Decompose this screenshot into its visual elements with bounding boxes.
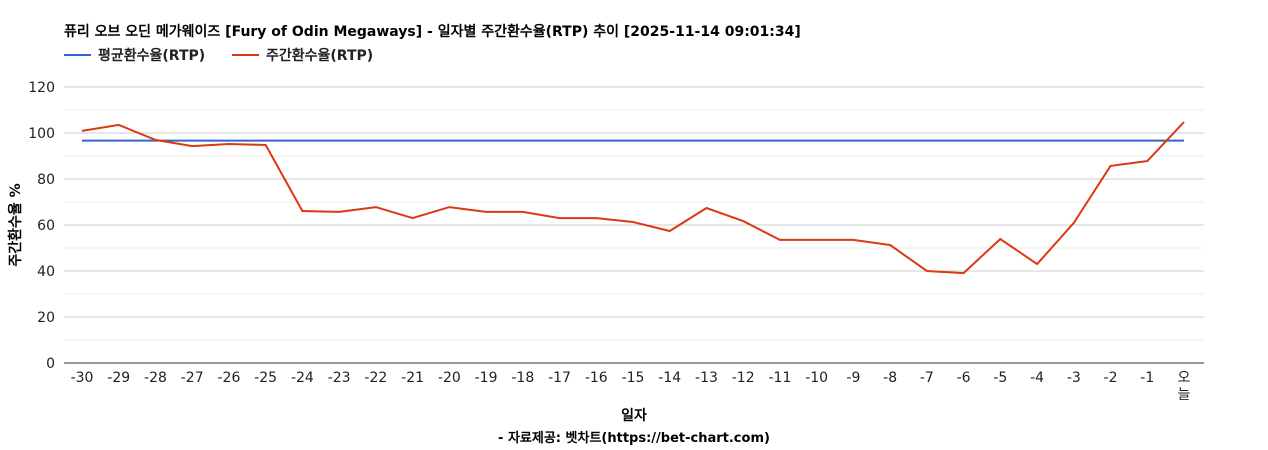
x-tick-label: -20 — [438, 370, 461, 386]
x-tick-label: -4 — [1030, 370, 1044, 386]
footer-credit: - 자료제공: 벳차트(https://bet-chart.com) — [498, 430, 770, 446]
x-tick-label: -15 — [622, 370, 645, 386]
x-tick-label: -5 — [993, 370, 1007, 386]
x-tick-label: -26 — [217, 370, 240, 386]
x-tick-label: 오 — [1178, 370, 1191, 386]
x-axis-title: 일자 — [621, 408, 647, 424]
chart-title: 퓨리 오브 오딘 메가웨이즈 [Fury of Odin Megaways] -… — [64, 23, 801, 40]
x-tick-label: -28 — [144, 370, 167, 386]
legend-label: 평균환수율(RTP) — [98, 47, 205, 64]
x-axis-ticks: -30 -29 -28 -27 -26 -25 -24 -23 -22 -21 -20 -19 -18-… — [71, 370, 1191, 403]
grid — [64, 86, 1204, 364]
x-tick-label: -21 — [401, 370, 424, 386]
y-tick-label: 20 — [37, 310, 55, 326]
x-tick-label: -6 — [957, 370, 971, 386]
x-tick-label: -2 — [1104, 370, 1118, 386]
x-tick-label: -30 — [71, 370, 94, 386]
y-tick-label: 80 — [37, 172, 55, 188]
x-tick-label: -23 — [328, 370, 351, 386]
x-tick-label: -12 — [732, 370, 755, 386]
x-tick-label: -10 — [805, 370, 828, 386]
legend: 평균환수율(RTP) 주간환수율(RTP) — [64, 47, 373, 64]
x-tick-label: -22 — [364, 370, 387, 386]
y-tick-label: 120 — [28, 80, 55, 96]
series-line-weekly-rtp — [81, 121, 1185, 275]
x-tick-label: -24 — [291, 370, 314, 386]
x-tick-label: -27 — [181, 370, 204, 386]
x-tick-label: -13 — [695, 370, 718, 386]
legend-label: 주간환수율(RTP) — [266, 47, 373, 64]
x-tick-label: -25 — [254, 370, 277, 386]
x-tick-label: -17 — [548, 370, 571, 386]
x-tick-label: -9 — [846, 370, 860, 386]
x-tick-label: -11 — [768, 370, 791, 386]
x-tick-label: -19 — [475, 370, 498, 386]
y-tick-label: 100 — [28, 126, 55, 142]
y-tick-label: 60 — [37, 218, 55, 234]
x-tick-label: -1 — [1140, 370, 1154, 386]
x-tick-label: -8 — [883, 370, 897, 386]
y-tick-label: 0 — [46, 356, 55, 372]
series-lines — [81, 121, 1185, 275]
x-tick-label: -29 — [107, 370, 130, 386]
y-axis-ticks: 0 20 40 60 80 100 120 — [28, 80, 55, 372]
x-tick-label: -16 — [585, 370, 608, 386]
x-tick-label: -14 — [658, 370, 681, 386]
x-tick-label: 늘 — [1178, 387, 1191, 403]
x-tick-label: -3 — [1067, 370, 1081, 386]
y-axis-title: 주간환수율 % — [7, 183, 24, 266]
y-tick-label: 40 — [37, 264, 55, 280]
x-tick-label: -18 — [511, 370, 534, 386]
x-tick-label: -7 — [920, 370, 934, 386]
